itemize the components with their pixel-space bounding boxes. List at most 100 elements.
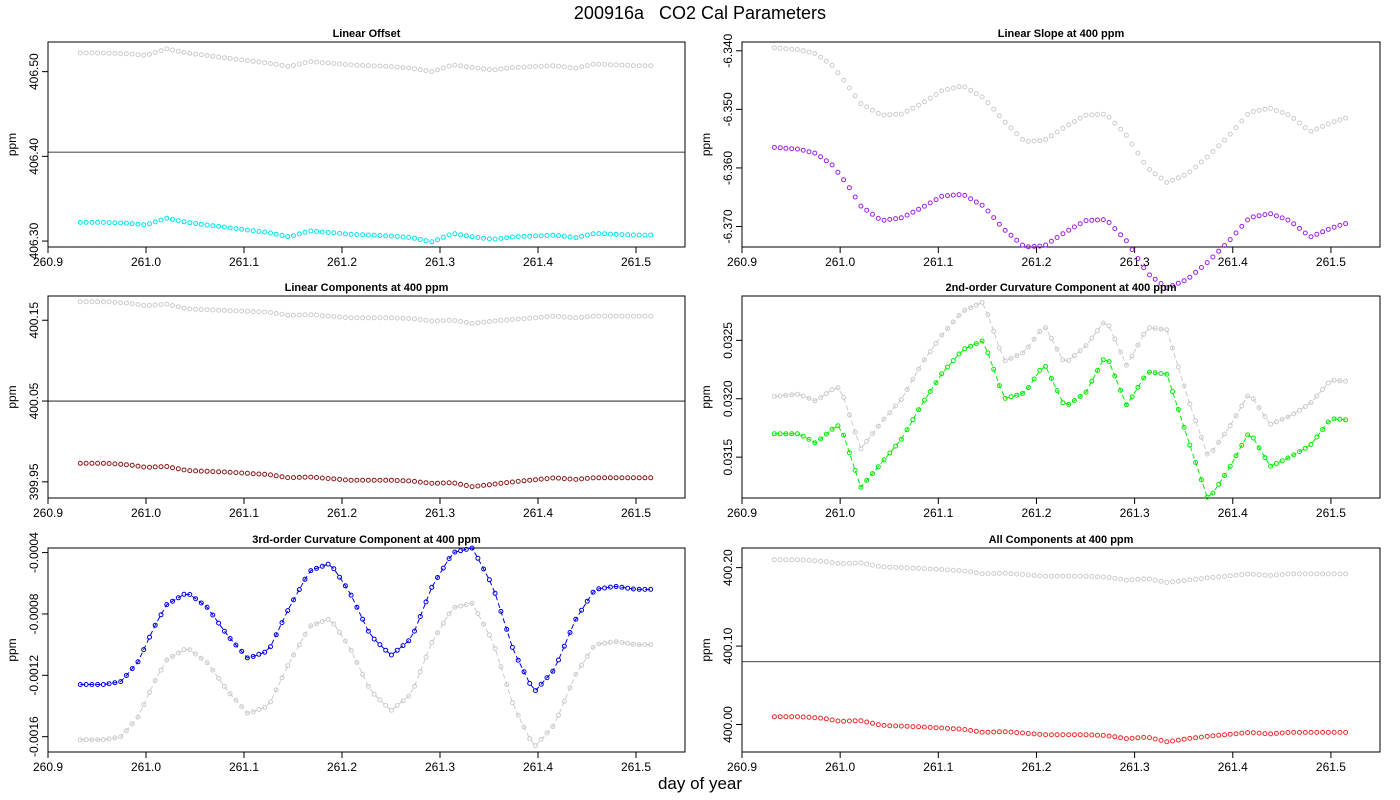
data-point	[1008, 355, 1014, 361]
data-point	[302, 229, 308, 235]
data-point	[642, 586, 648, 592]
data-point	[1297, 407, 1302, 413]
data-point	[319, 619, 325, 624]
data-point	[481, 566, 487, 572]
data-point	[584, 598, 590, 604]
data-point	[481, 319, 487, 325]
data-point	[377, 63, 383, 69]
data-point	[388, 652, 394, 658]
data-point	[348, 647, 354, 653]
data-point	[83, 50, 89, 56]
data-point	[950, 319, 956, 325]
data-point	[256, 651, 262, 657]
y-tick-label: -0.0012	[27, 655, 41, 696]
data-point	[521, 724, 527, 730]
data-point	[112, 299, 118, 305]
data-point	[1129, 353, 1135, 359]
data-point	[1014, 237, 1020, 243]
data-point	[112, 735, 118, 741]
data-point	[1106, 220, 1112, 225]
data-point	[463, 602, 469, 608]
data-point	[1008, 394, 1014, 400]
data-point	[818, 558, 824, 564]
data-point	[544, 314, 550, 320]
data-point	[1210, 490, 1216, 496]
x-tick-label: 261.4	[523, 760, 553, 774]
data-point	[898, 436, 904, 442]
data-point	[204, 468, 210, 474]
data-point	[1106, 323, 1112, 329]
data-point	[829, 560, 835, 566]
data-point	[406, 478, 412, 484]
data-point	[1268, 421, 1274, 427]
data-point	[423, 68, 429, 74]
data-point	[573, 616, 579, 622]
data-point	[823, 391, 829, 397]
data-point	[360, 671, 366, 677]
data-point	[829, 426, 835, 432]
data-point	[1141, 331, 1147, 337]
data-point	[1297, 120, 1302, 126]
data-point	[221, 469, 227, 475]
data-point	[1089, 574, 1095, 579]
data-point	[112, 50, 118, 56]
data-point	[1089, 732, 1095, 738]
data-point	[458, 603, 464, 609]
data-point	[147, 464, 152, 470]
data-point	[285, 663, 291, 669]
data-point	[1089, 335, 1095, 341]
data-point	[1158, 326, 1164, 332]
data-point	[1031, 243, 1037, 249]
data-point	[1020, 242, 1025, 248]
data-point	[377, 477, 383, 483]
data-point	[933, 380, 939, 386]
data-point	[800, 393, 806, 399]
data-point	[1020, 350, 1025, 356]
data-point	[812, 150, 818, 156]
data-point	[463, 546, 469, 552]
data-point	[1193, 576, 1199, 582]
data-point	[806, 149, 812, 155]
data-point	[1181, 383, 1187, 389]
data-point	[193, 468, 199, 474]
data-point	[956, 84, 962, 90]
data-point	[579, 607, 585, 613]
data-point	[910, 724, 916, 730]
data-point	[187, 647, 193, 653]
data-point	[164, 464, 170, 469]
data-point	[244, 308, 250, 314]
data-point	[939, 371, 945, 377]
data-point	[1314, 571, 1320, 577]
data-point	[256, 309, 262, 315]
data-point	[1291, 411, 1297, 417]
data-point	[795, 557, 800, 563]
data-point	[486, 632, 492, 638]
data-point	[273, 61, 279, 67]
data-point	[800, 433, 806, 439]
data-point	[619, 584, 625, 590]
data-point	[388, 707, 394, 713]
data-point	[1262, 212, 1268, 218]
data-point	[446, 556, 452, 562]
data-point	[1077, 573, 1083, 579]
data-point	[590, 644, 596, 650]
data-point	[412, 66, 417, 72]
data-point	[1129, 735, 1135, 741]
data-point	[129, 51, 135, 57]
data-point	[1198, 265, 1204, 270]
data-point	[227, 469, 233, 475]
y-tick-label: 400.05	[27, 382, 41, 419]
data-point	[806, 557, 812, 563]
data-point	[962, 84, 968, 90]
data-point	[400, 315, 406, 321]
data-point	[996, 383, 1002, 389]
data-point	[164, 301, 170, 307]
data-point	[771, 45, 777, 51]
data-point	[1204, 260, 1210, 266]
data-point	[469, 484, 475, 490]
data-point	[400, 643, 406, 649]
data-point	[233, 56, 239, 62]
data-point	[1095, 732, 1100, 738]
data-point	[348, 477, 354, 483]
data-point	[417, 237, 423, 242]
